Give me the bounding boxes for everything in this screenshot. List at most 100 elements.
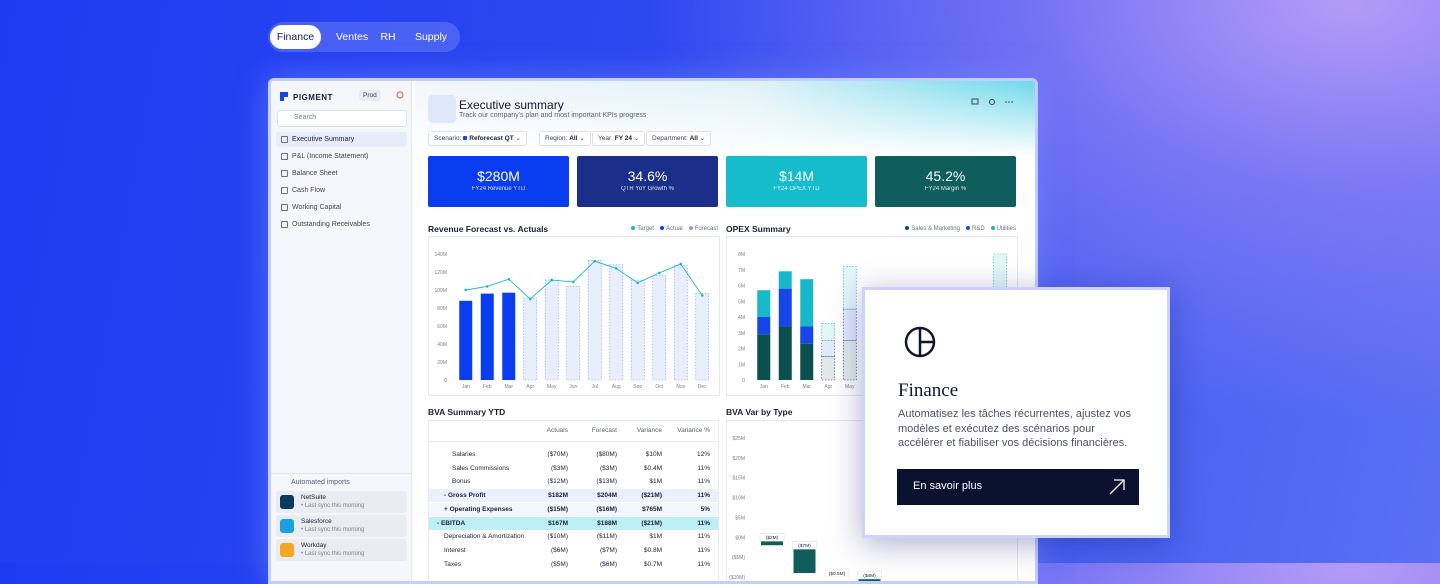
cell: 11%	[697, 560, 710, 568]
cell: $188M	[597, 519, 617, 527]
cell: 11%	[697, 464, 710, 472]
y-tick-label: $25M	[732, 436, 745, 442]
environment-select[interactable]: Prod	[359, 90, 381, 101]
y-tick-label: 8M	[738, 252, 745, 258]
nav-icon	[281, 221, 288, 228]
import-name: Salesforce	[301, 518, 332, 525]
chevron	[578, 135, 585, 142]
import-item: Workday Last sync this morning	[276, 539, 407, 561]
value-label: ($2M)	[766, 535, 779, 541]
table-row: - EBITDA $167M $188M ($21M) 11%	[429, 516, 718, 530]
column-header: Forecast	[591, 427, 617, 434]
cell: ($13M)	[596, 478, 617, 486]
y-tick-label: 40M	[437, 342, 447, 348]
import-logo	[280, 519, 294, 533]
y-tick-label: $10M	[732, 496, 745, 502]
row-label: Bonus	[452, 478, 471, 486]
line-point	[571, 280, 575, 284]
bar	[566, 286, 581, 381]
filter[interactable]: Year: FY 24	[592, 131, 646, 146]
table-row: Depreciation & Amortization ($10M) ($11M) $…	[429, 530, 718, 543]
nav-item[interactable]: Executive Summary	[276, 132, 407, 147]
y-tick-label: $5M	[735, 515, 745, 521]
nav-label: Cash Flow	[292, 187, 326, 194]
cell: 11%	[697, 519, 710, 527]
y-tick-label: 3M	[738, 331, 745, 337]
bar	[502, 292, 516, 380]
cell: $10M	[645, 451, 662, 458]
filter[interactable]: Scenario: Reforecast QT	[428, 131, 527, 146]
y-tick-label: 20M	[437, 360, 447, 366]
legend-label: Forecast	[694, 226, 718, 232]
row-label: Taxes	[444, 560, 461, 568]
nav-icon	[281, 187, 288, 194]
y-tick-label: $0M	[735, 535, 745, 541]
nav-item[interactable]: P&L (Income Statement)	[276, 149, 407, 164]
row-label: Interest	[444, 546, 466, 554]
nav-item[interactable]: Working Capital	[276, 200, 407, 215]
cell: $167M	[548, 519, 568, 527]
card-button-label: En savoir plus	[913, 480, 983, 492]
cell: ($11M)	[596, 533, 617, 541]
sidebar: PIGMENT Prod Search Executive Summary P&L…	[271, 81, 412, 581]
kpi-label: FY24 Revenue YTD	[471, 186, 526, 192]
kpi-value: $280M	[477, 168, 520, 184]
cell: ($15M)	[547, 505, 568, 513]
y-tick-label: ($10M)	[729, 575, 745, 581]
legend: Sales & Marketing R&D Utilities	[726, 226, 1016, 232]
filter[interactable]: Department: All	[646, 131, 712, 146]
nav-label: Balance Sheet	[292, 170, 338, 177]
line	[465, 260, 703, 300]
row-label: Salaries	[452, 451, 476, 458]
legend-item: Sales & Marketing	[905, 226, 960, 232]
cell: ($21M)	[641, 492, 662, 500]
line-point	[679, 262, 683, 266]
cell: $0.7M	[643, 560, 662, 568]
kpi-card: $280M FY24 Revenue YTD	[428, 156, 569, 207]
import-status: Last sync this morning	[301, 551, 365, 557]
notification-icon[interactable]	[396, 91, 404, 99]
column-header: Variance	[636, 427, 662, 434]
cell: ($16M)	[596, 505, 617, 513]
legend-label: Actual	[665, 226, 683, 232]
cell: 11%	[697, 478, 710, 486]
tab[interactable]: Finance	[270, 25, 321, 49]
import-status: Last sync this morning	[301, 527, 365, 533]
kpi-label: FY24 Margin %	[924, 186, 967, 192]
y-tick-label: 140M	[434, 252, 447, 258]
filter[interactable]: Region: All	[539, 131, 591, 146]
filter-value: All	[569, 135, 578, 142]
legend-item: Target	[631, 226, 654, 232]
search-box[interactable]: Search	[277, 110, 407, 127]
page-subtitle: Track our company's plan and most import…	[459, 112, 647, 119]
x-tick-label: Feb	[781, 384, 790, 390]
tab[interactable]: RH	[380, 31, 396, 43]
table-row: - Gross Profit $182M $204M ($21M) 11%	[429, 489, 718, 503]
tab[interactable]: Ventes	[336, 31, 369, 43]
line-point	[700, 294, 704, 297]
nav-item[interactable]: Balance Sheet	[276, 166, 407, 181]
y-tick-label: ($5M)	[732, 555, 745, 561]
nav-item[interactable]: Cash Flow	[276, 183, 407, 198]
page: Finance Ventes RH Supply PIGMENT Prod Searc…	[0, 0, 1440, 563]
page-title: Executive summary	[459, 98, 564, 112]
bar-segment	[757, 334, 771, 380]
legend-label: Target	[637, 226, 654, 232]
tab[interactable]: Supply	[414, 31, 448, 43]
row-label: - EBITDA	[437, 519, 466, 527]
value-label: ($7M)	[798, 543, 811, 549]
line-point	[464, 288, 468, 292]
x-tick-label: Oct	[655, 384, 663, 390]
cell: 12%	[696, 451, 710, 458]
toolbar-icons[interactable]	[971, 98, 1015, 106]
cell: ($7M)	[600, 546, 617, 554]
cell: 5%	[700, 505, 710, 513]
table-row: Bonus ($12M) ($13M) $1M 11%	[429, 475, 718, 488]
y-tick-label: 120M	[434, 270, 447, 276]
nav-item[interactable]: Outstanding Receivables	[276, 217, 407, 232]
kpi-value: 45.2%	[925, 168, 966, 184]
legend-swatch	[990, 226, 995, 231]
nav-icon	[281, 136, 288, 143]
card-button[interactable]: En savoir plus	[897, 469, 1139, 505]
bar-segment	[800, 343, 814, 380]
